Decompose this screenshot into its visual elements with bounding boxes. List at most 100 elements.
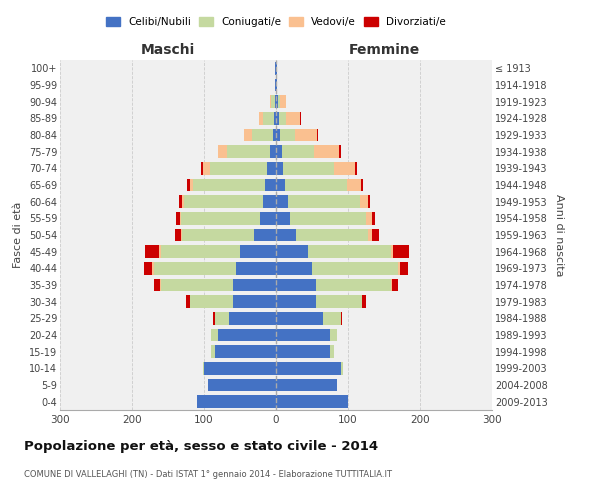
Bar <box>275 62 276 74</box>
Bar <box>276 162 283 174</box>
Bar <box>152 262 154 274</box>
Bar <box>355 162 358 174</box>
Text: Femmine: Femmine <box>349 42 419 56</box>
Bar <box>276 112 279 124</box>
Bar <box>359 196 368 208</box>
Bar <box>160 246 161 258</box>
Bar <box>236 262 276 274</box>
Bar <box>210 162 268 174</box>
Bar <box>263 196 276 208</box>
Bar <box>276 296 316 308</box>
Bar <box>211 346 215 358</box>
Bar <box>334 162 355 174</box>
Bar <box>161 279 233 291</box>
Bar <box>279 112 286 124</box>
Bar <box>273 129 276 141</box>
Bar <box>145 246 160 258</box>
Bar <box>190 296 233 308</box>
Text: COMUNE DI VALLELAGHI (TN) - Dati ISTAT 1° gennaio 2014 - Elaborazione TUTTITALIA: COMUNE DI VALLELAGHI (TN) - Dati ISTAT 1… <box>24 470 392 479</box>
Bar <box>394 246 409 258</box>
Bar <box>341 312 342 324</box>
Bar <box>280 96 286 108</box>
Bar <box>317 129 318 141</box>
Bar <box>400 262 409 274</box>
Bar <box>204 362 276 374</box>
Bar <box>391 246 394 258</box>
Bar <box>308 246 391 258</box>
Bar <box>154 279 160 291</box>
Bar <box>296 229 368 241</box>
Bar <box>179 212 181 224</box>
Bar <box>203 362 204 374</box>
Bar <box>392 279 398 291</box>
Bar <box>215 312 229 324</box>
Bar <box>259 112 263 124</box>
Bar <box>340 146 341 158</box>
Bar <box>176 212 179 224</box>
Bar <box>240 246 276 258</box>
Bar <box>295 129 317 141</box>
Bar <box>276 196 287 208</box>
Bar <box>197 396 276 408</box>
Bar <box>251 129 273 141</box>
Bar <box>316 279 391 291</box>
Bar <box>276 279 316 291</box>
Bar <box>276 329 330 341</box>
Bar <box>276 379 337 391</box>
Text: Maschi: Maschi <box>141 42 195 56</box>
Bar <box>184 196 263 208</box>
Y-axis label: Anni di nascita: Anni di nascita <box>554 194 564 276</box>
Bar <box>218 146 227 158</box>
Bar <box>160 279 161 291</box>
Bar <box>372 212 376 224</box>
Bar <box>330 329 337 341</box>
Bar <box>182 196 184 208</box>
Bar <box>276 179 286 192</box>
Bar <box>187 179 190 192</box>
Bar <box>372 229 379 241</box>
Bar <box>314 146 340 158</box>
Y-axis label: Fasce di età: Fasce di età <box>13 202 23 268</box>
Bar <box>276 212 290 224</box>
Bar <box>229 312 276 324</box>
Bar <box>193 179 265 192</box>
Bar <box>154 262 236 274</box>
Bar <box>391 279 392 291</box>
Bar <box>347 179 361 192</box>
Bar <box>211 329 218 341</box>
Bar <box>227 146 270 158</box>
Bar <box>244 129 251 141</box>
Bar <box>286 179 347 192</box>
Bar <box>280 129 295 141</box>
Bar <box>181 212 260 224</box>
Bar <box>341 362 343 374</box>
Bar <box>276 246 308 258</box>
Bar <box>287 196 359 208</box>
Bar <box>366 212 372 224</box>
Bar <box>201 162 203 174</box>
Bar <box>276 146 282 158</box>
Bar <box>276 346 330 358</box>
Bar <box>208 379 276 391</box>
Bar <box>283 162 334 174</box>
Bar <box>368 196 370 208</box>
Bar <box>276 262 312 274</box>
Bar <box>274 112 276 124</box>
Bar <box>233 279 276 291</box>
Bar <box>215 346 276 358</box>
Bar <box>268 162 276 174</box>
Bar <box>316 296 362 308</box>
Bar <box>265 179 276 192</box>
Bar <box>275 79 276 92</box>
Bar <box>179 196 182 208</box>
Bar <box>276 129 280 141</box>
Bar <box>276 396 348 408</box>
Bar <box>175 229 181 241</box>
Bar <box>282 146 314 158</box>
Bar <box>330 346 334 358</box>
Bar <box>186 296 190 308</box>
Bar <box>181 229 182 241</box>
Bar <box>271 96 275 108</box>
Bar <box>182 229 254 241</box>
Bar <box>254 229 276 241</box>
